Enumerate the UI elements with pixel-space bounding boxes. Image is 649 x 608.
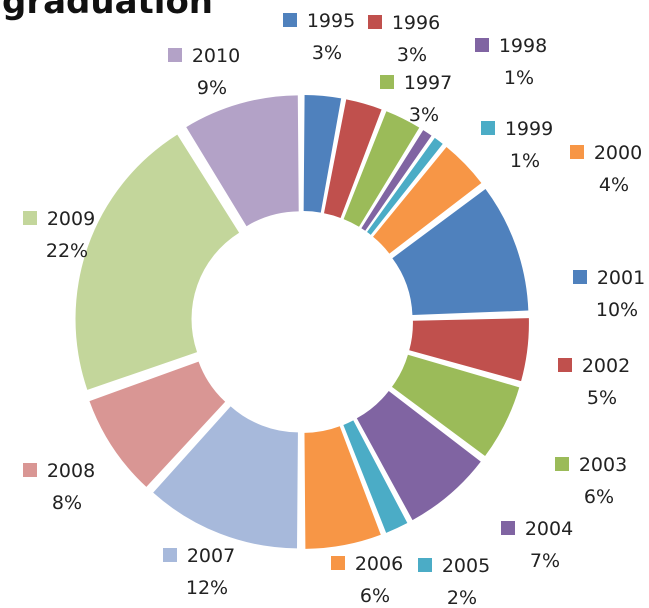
slice-value-label: 1%: [504, 67, 534, 89]
chart-title: graduation: [2, 0, 213, 22]
donut-slice: [373, 146, 482, 254]
legend-swatch: [573, 270, 587, 284]
donut-slice: [361, 130, 432, 231]
slice-label: 1997: [404, 72, 452, 94]
donut-slice: [303, 95, 342, 213]
slice-value-label: 8%: [52, 492, 82, 514]
donut-slice: [343, 111, 420, 227]
donut-slice: [186, 95, 299, 227]
slice-label: 2005: [442, 555, 490, 577]
donut-slice: [343, 420, 408, 533]
slice-value-label: 4%: [599, 174, 629, 196]
legend-swatch: [501, 521, 515, 535]
slice-value-label: 6%: [360, 585, 390, 607]
slice-label: 2008: [47, 460, 95, 482]
donut-slice: [153, 406, 298, 549]
legend-swatch: [331, 556, 345, 570]
legend-swatch: [481, 121, 495, 135]
donut-slice: [409, 318, 529, 382]
slice-label: 1995: [307, 10, 355, 32]
slice-label: 2004: [525, 518, 573, 540]
slice-value-label: 3%: [312, 42, 342, 64]
slice-value-label: 2%: [447, 587, 477, 608]
legend-swatch: [558, 358, 572, 372]
slice-value-label: 10%: [596, 299, 638, 321]
slice-label: 2006: [355, 553, 403, 575]
slice-value-label: 9%: [197, 77, 227, 99]
legend-swatch: [23, 463, 37, 477]
slice-value-label: 1%: [510, 150, 540, 172]
donut-slice: [89, 361, 226, 487]
donut-slice: [392, 189, 529, 316]
slice-value-label: 3%: [397, 44, 427, 66]
donut-slice: [391, 354, 520, 456]
legend-swatch: [283, 13, 297, 27]
slice-label: 2010: [192, 45, 240, 67]
donut-slice: [75, 134, 240, 390]
slice-label: 1996: [392, 12, 440, 34]
legend-swatch: [475, 38, 489, 52]
slice-label: 2007: [187, 545, 235, 567]
legend-swatch: [168, 48, 182, 62]
legend-swatch: [418, 558, 432, 572]
slice-label: 2009: [47, 208, 95, 230]
slice-label: 2003: [579, 454, 627, 476]
slice-value-label: 12%: [186, 577, 228, 599]
slice-value-label: 22%: [46, 240, 88, 262]
slice-value-label: 7%: [530, 550, 560, 572]
legend-swatch: [23, 211, 37, 225]
legend-swatch: [368, 15, 382, 29]
slice-value-label: 5%: [587, 387, 617, 409]
slice-label: 2001: [597, 267, 645, 289]
slice-label: 1998: [499, 35, 547, 57]
donut-slice: [367, 137, 443, 235]
slice-value-label: 3%: [409, 104, 439, 126]
legend-swatch: [555, 457, 569, 471]
legend-swatch: [163, 548, 177, 562]
donut-slice: [356, 390, 481, 521]
slice-label: 1999: [505, 118, 553, 140]
slice-label: 2000: [594, 142, 642, 164]
slice-value-label: 6%: [584, 486, 614, 508]
donut-slice: [324, 99, 382, 218]
donut-slice: [304, 426, 381, 549]
legend-swatch: [570, 145, 584, 159]
legend-swatch: [380, 75, 394, 89]
slice-label: 2002: [582, 355, 630, 377]
